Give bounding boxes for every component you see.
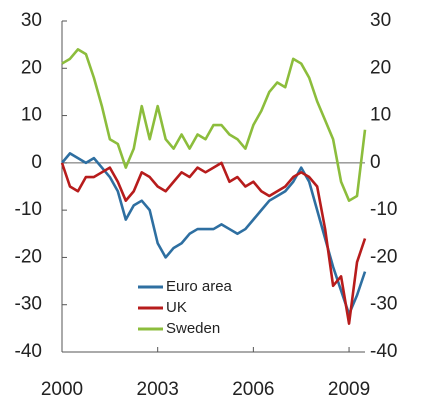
y2-tick-label: 20 [370,57,391,78]
legend-label: UK [166,299,187,316]
y-tick-label: -40 [15,341,42,362]
y2-tick-label: -20 [370,246,397,267]
y-tick-label: -10 [15,199,42,220]
y-tick-label: -30 [15,294,42,315]
y-tick-label: 20 [21,57,42,78]
x-tick-label: 2000 [41,379,83,400]
x-tick-label: 2009 [328,379,370,400]
y-tick-label: 0 [31,152,42,173]
legend-label: Euro area [166,278,233,295]
series-line [60,161,367,325]
y-tick-label: 30 [21,10,42,31]
y2-tick-label: -40 [370,341,397,362]
y2-tick-label: 0 [370,152,381,173]
y-tick-label: 10 [21,105,42,126]
y2-tick-label: 10 [370,105,391,126]
series-line [61,48,367,202]
y2-tick-label: -10 [370,199,397,220]
y2-tick-label: -30 [370,294,397,315]
x-tick-label: 2003 [137,379,179,400]
legend-label: Sweden [166,320,220,337]
y2-tick-label: 30 [370,10,391,31]
series-line [61,152,367,316]
y-tick-label: -20 [15,246,42,267]
x-tick-label: 2006 [232,379,274,400]
